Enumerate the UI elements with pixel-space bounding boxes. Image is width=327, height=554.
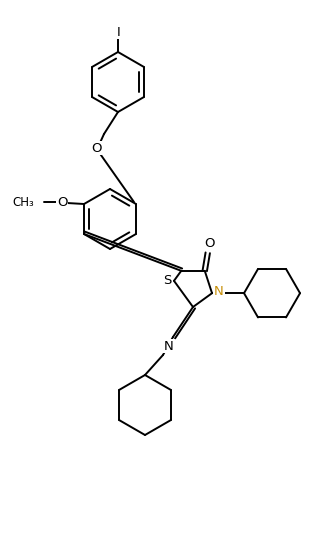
Text: S: S	[163, 274, 171, 288]
Text: CH₃: CH₃	[12, 196, 34, 208]
Text: N: N	[164, 340, 174, 352]
Text: I: I	[117, 25, 121, 38]
Text: O: O	[57, 196, 67, 208]
Text: O: O	[91, 141, 101, 155]
Text: N: N	[214, 285, 224, 297]
Text: O: O	[204, 237, 215, 250]
